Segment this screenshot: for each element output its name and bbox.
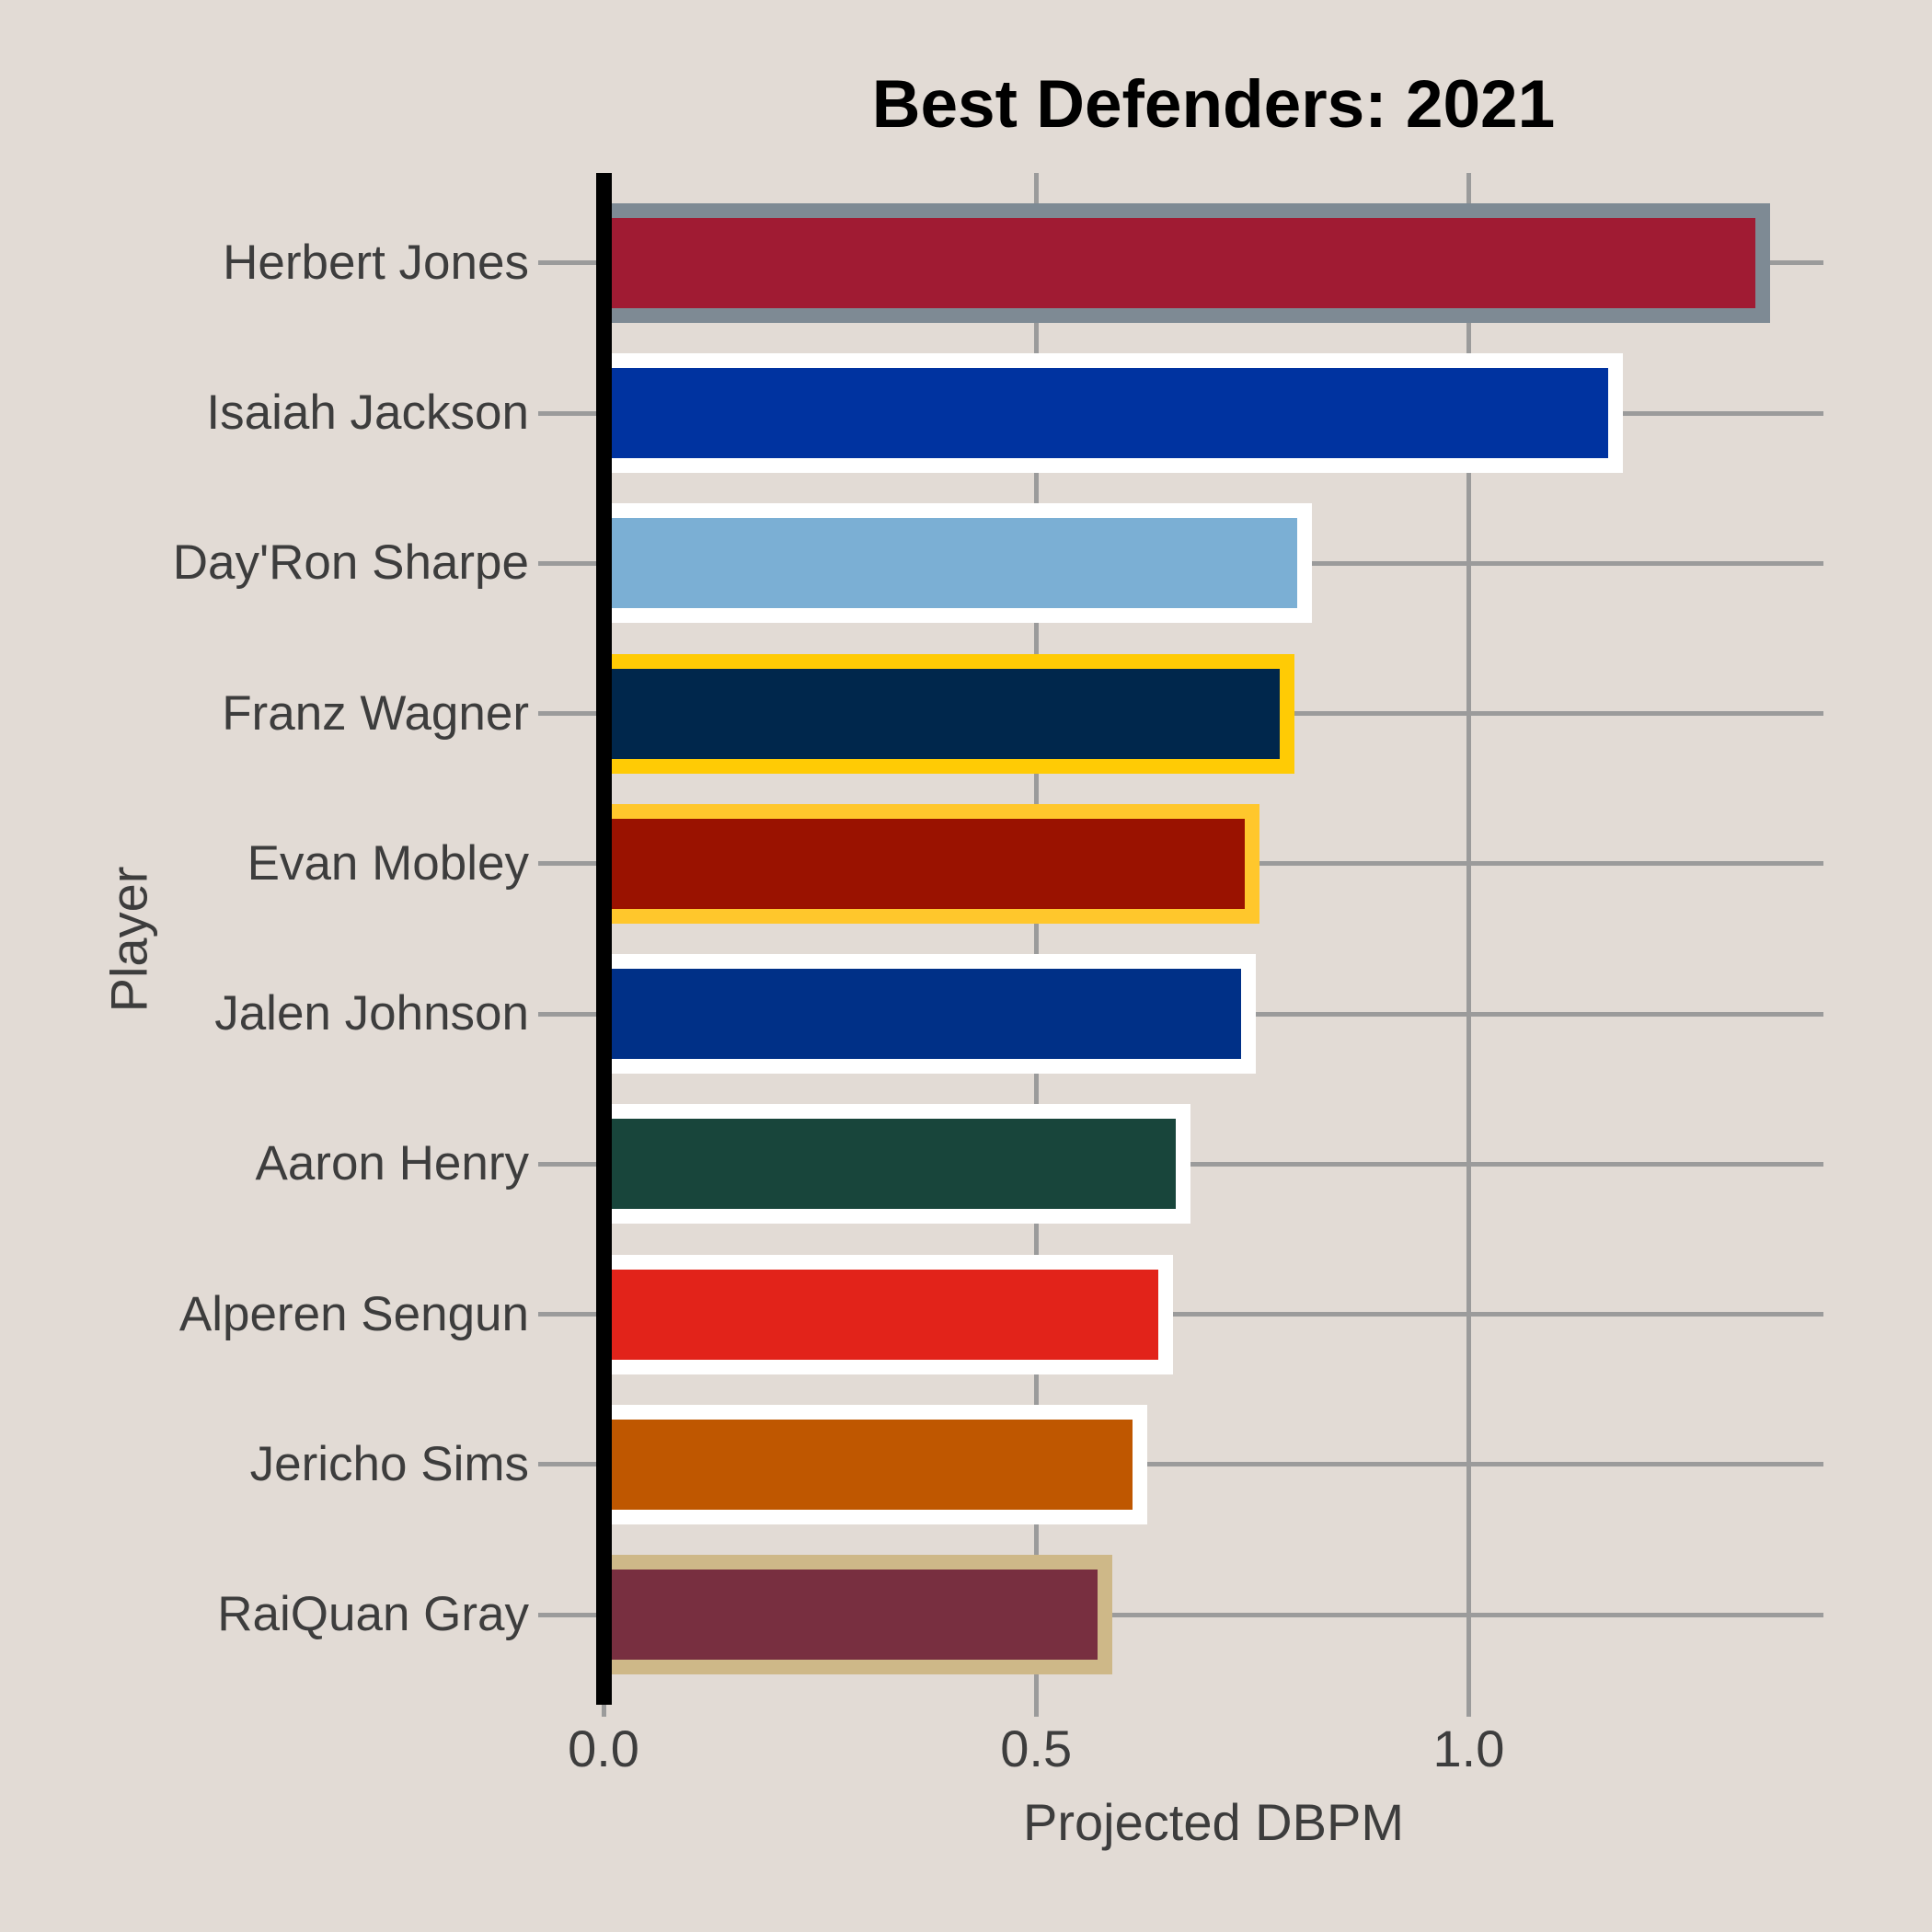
bar-raiquan-gray <box>596 1555 1113 1675</box>
row-gridline-raiquan-gray <box>538 1612 1823 1617</box>
row-gridline-jericho-sims <box>538 1462 1823 1467</box>
player-label-raiquan-gray: RaiQuan Gray <box>217 1587 529 1642</box>
player-label-day-ron-sharpe: Day'Ron Sharpe <box>172 535 529 591</box>
bar-jalen-johnson <box>596 954 1256 1075</box>
player-label-evan-mobley: Evan Mobley <box>247 835 529 891</box>
x-tick-0.5 <box>1033 1705 1039 1717</box>
zero-baseline <box>596 173 612 1705</box>
player-label-aaron-henry: Aaron Henry <box>255 1136 529 1191</box>
x-tick-label-0.0: 0.0 <box>568 1719 639 1777</box>
player-label-herbert-jones: Herbert Jones <box>223 235 529 290</box>
x-gridline-0.5 <box>1033 173 1039 1705</box>
bar-jericho-sims <box>596 1404 1148 1524</box>
bar-evan-mobley <box>596 803 1260 924</box>
bar-day-ron-sharpe <box>596 503 1312 624</box>
player-label-isaiah-jackson: Isaiah Jackson <box>206 385 529 441</box>
x-axis-label: Projected DBPM <box>1023 1793 1404 1851</box>
y-axis-label: Player <box>99 866 158 1012</box>
bar-isaiah-jackson <box>596 353 1624 474</box>
x-tick-label-1.0: 1.0 <box>1432 1719 1505 1777</box>
player-label-jericho-sims: Jericho Sims <box>249 1436 529 1491</box>
bar-alperen-sengun <box>596 1254 1174 1374</box>
x-tick-0.0 <box>601 1705 606 1717</box>
chart-title: Best Defenders: 2021 <box>871 67 1556 142</box>
x-gridline-1.0 <box>1466 173 1471 1705</box>
x-tick-label-0.5: 0.5 <box>1000 1719 1073 1777</box>
player-label-jalen-johnson: Jalen Johnson <box>214 986 529 1041</box>
x-tick-1.0 <box>1466 1705 1471 1717</box>
bar-herbert-jones <box>596 202 1771 323</box>
bar-franz-wagner <box>596 653 1294 774</box>
player-label-franz-wagner: Franz Wagner <box>222 685 529 741</box>
row-gridline-alperen-sengun <box>538 1312 1823 1317</box>
bar-aaron-henry <box>596 1104 1191 1225</box>
player-label-alperen-sengun: Alperen Sengun <box>178 1286 529 1341</box>
